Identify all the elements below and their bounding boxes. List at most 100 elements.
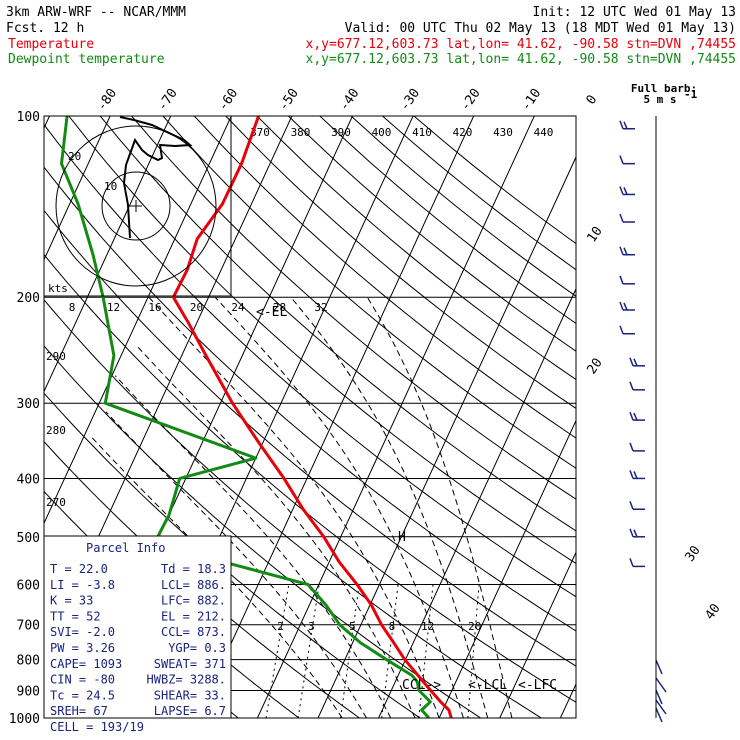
isotherm-line xyxy=(499,551,576,718)
pressure-label: 800 xyxy=(17,654,40,669)
hodograph-ring-label-20: 20 xyxy=(68,150,81,163)
wind-barb xyxy=(619,120,635,130)
hodograph-box xyxy=(43,115,232,297)
isotherm-line xyxy=(44,116,232,525)
dry-adiabat xyxy=(44,209,576,667)
temperature-legend-label: Temperature xyxy=(8,37,94,52)
mixing-ratio-line xyxy=(418,584,434,718)
parcel-info-left: Tc = 24.5 xyxy=(50,688,115,702)
mixing-ratio-line xyxy=(265,584,290,718)
dry-adiabat xyxy=(256,116,576,381)
pressure-label: 100 xyxy=(17,110,40,125)
pressure-label: 500 xyxy=(17,531,40,546)
forecast-hour: Fcst. 12 h xyxy=(6,21,84,36)
mixing-ratio-label: 20 xyxy=(468,620,481,633)
wind-barb xyxy=(619,246,635,256)
hodograph: 20 10 kts xyxy=(43,115,232,297)
theta-label: 380 xyxy=(291,126,311,139)
theta-label-low: 270 xyxy=(46,496,66,509)
parcel-info-left: SVI= -2.0 xyxy=(50,625,115,639)
isotherm-label: -30 xyxy=(397,86,423,114)
theta-e-label: 12 xyxy=(107,301,120,314)
parcel-info-right: YGP= 0.3 xyxy=(168,641,226,655)
dewpoint-legend-label: Dewpoint temperature xyxy=(8,52,165,67)
theta-label: 410 xyxy=(412,126,432,139)
theta-e-label: 32 xyxy=(314,301,327,314)
isotherm-label: 30 xyxy=(682,543,703,564)
parcel-info-rows: T = 22.0 Td = 18.3 LI = -3.8 LCL= 886. K = 3… xyxy=(50,562,226,734)
dry-adiabat xyxy=(413,116,576,245)
wind-barbs xyxy=(619,120,667,723)
isotherm-label: -80 xyxy=(94,86,120,114)
theta-label-low: 280 xyxy=(46,424,66,437)
hodograph-trace xyxy=(119,116,193,239)
lcl-marker: <-LCL xyxy=(468,678,507,693)
parcel-info-left: T = 22.0 xyxy=(50,562,108,576)
isotherm-line xyxy=(438,419,576,718)
theta-e-label: 24 xyxy=(231,301,245,314)
moist-adiabat xyxy=(135,344,416,718)
wind-barb xyxy=(629,470,645,480)
dry-adiabat xyxy=(44,123,576,598)
wind-barb-low xyxy=(655,659,663,675)
theta-label: 430 xyxy=(493,126,513,139)
parcel-info-left: TT = 52 xyxy=(50,609,101,623)
parcel-info-left: CELL = 193/19 xyxy=(50,720,144,734)
mixing-ratio-line xyxy=(340,584,360,718)
barb-legend-unit: 5 m s xyxy=(643,93,676,106)
mixing-ratio-label: 12 xyxy=(421,620,434,633)
isotherm-line xyxy=(621,116,740,718)
dewpoint-location: x,y=677.12,603.73 lat,lon= 41.62, -90.58… xyxy=(306,52,736,67)
dry-adiabat xyxy=(131,116,576,500)
wind-barb xyxy=(629,381,645,391)
isotherm-line xyxy=(44,116,111,261)
parcel-info-box xyxy=(43,535,232,719)
theta-label: 390 xyxy=(331,126,351,139)
parcel-info-panel: Parcel Info T = 22.0 Td = 18.3 LI = -3.8 LC… xyxy=(43,535,232,734)
isotherm-line xyxy=(378,287,576,718)
isotherm-label: -60 xyxy=(216,86,242,114)
isotherm-line xyxy=(256,116,535,718)
parcel-info-right: HWBZ= 3288. xyxy=(147,673,226,687)
wind-barb xyxy=(629,411,645,421)
init-time: Init: 12 UTC Wed 01 May 13 xyxy=(533,5,737,20)
parcel-info-right: LFC= 882. xyxy=(161,594,226,608)
isotherm-label: -70 xyxy=(155,86,181,114)
isotherm-label: -50 xyxy=(276,86,302,114)
mixing-ratio-label: 2 xyxy=(277,620,284,633)
wind-barb xyxy=(619,275,635,285)
moist-adiabat xyxy=(90,435,343,718)
isotherm-line xyxy=(196,116,475,718)
ccl-marker: CCL-> xyxy=(402,678,441,693)
mixing-ratio-label: 3 xyxy=(308,620,315,633)
mixing-ratio-label: 5 xyxy=(349,620,356,633)
theta-label: 440 xyxy=(534,126,554,139)
mixing-ratio-labels: 2 3 5 8 12 20 xyxy=(277,620,481,633)
parcel-info-left: PW = 3.26 xyxy=(50,641,115,655)
isotherm-line xyxy=(44,116,172,393)
el-marker: <-EL xyxy=(256,305,287,320)
moist-adiabat xyxy=(290,296,489,718)
hodograph-units: kts xyxy=(48,282,68,295)
mixing-ratio-line xyxy=(297,584,320,718)
isotherm-label: 40 xyxy=(702,601,723,622)
theta-e-label: 16 xyxy=(148,301,161,314)
theta-e-labels: 8 12 16 20 24 28 32 xyxy=(69,301,328,314)
pressure-label: 200 xyxy=(17,291,40,306)
hodograph-ring-10 xyxy=(101,171,171,241)
model-title: 3km ARW-WRF -- NCAR/MMM xyxy=(6,5,186,20)
dry-adiabat xyxy=(68,116,576,565)
barb-legend-title: Full barb: xyxy=(631,82,697,95)
dry-adiabat xyxy=(225,116,576,410)
wind-barb-low xyxy=(655,677,667,693)
hodograph-ring-20 xyxy=(55,125,217,287)
temperature-line xyxy=(171,116,453,718)
dry-adiabat xyxy=(99,116,576,532)
parcel-info-right: SWEAT= 371 xyxy=(154,657,226,671)
theta-label-low: 290 xyxy=(46,350,66,363)
parcel-info-right: LAPSE= 6.7 xyxy=(154,704,226,718)
theta-label: 400 xyxy=(372,126,392,139)
isotherm-line xyxy=(559,682,576,718)
wind-barb xyxy=(629,528,645,538)
